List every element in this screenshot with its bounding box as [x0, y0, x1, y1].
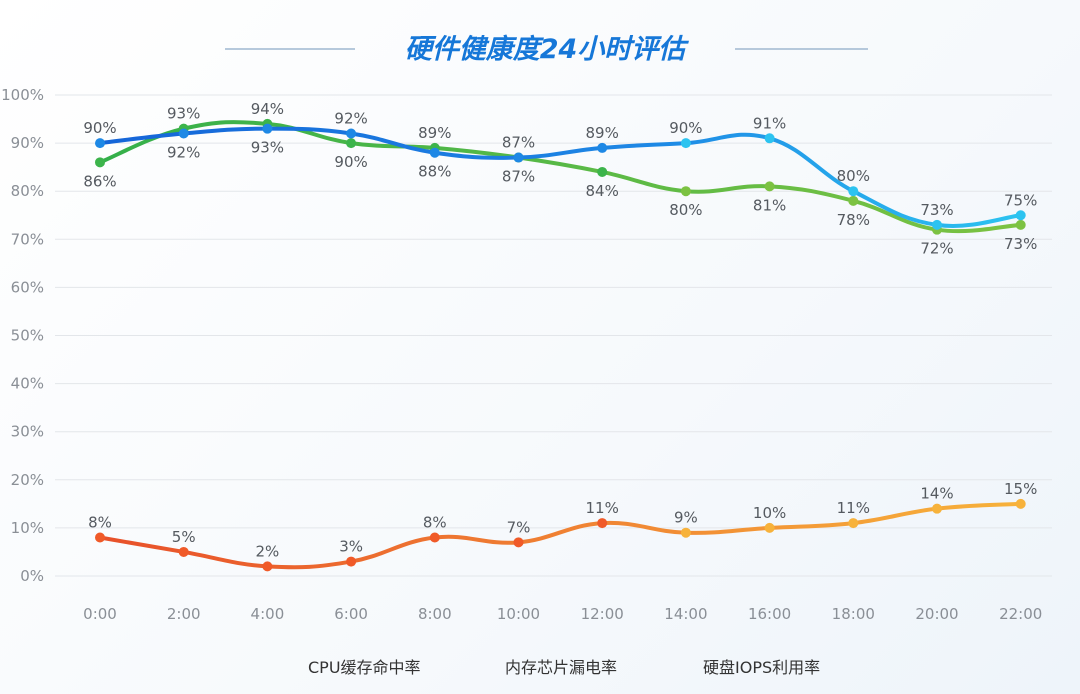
data-label: 11% — [837, 499, 870, 517]
data-label: 80% — [837, 167, 870, 185]
data-label: 8% — [88, 514, 112, 532]
x-tick-label: 4:00 — [251, 605, 285, 623]
data-point — [680, 138, 691, 149]
data-point — [1015, 210, 1026, 221]
y-tick-label: 0% — [20, 567, 44, 585]
data-label: 90% — [334, 153, 367, 171]
data-label: 81% — [753, 196, 786, 214]
data-point — [1015, 219, 1026, 230]
data-label: 93% — [251, 139, 284, 157]
data-label: 92% — [167, 143, 200, 161]
data-point — [680, 527, 691, 538]
y-tick-label: 20% — [11, 471, 44, 489]
x-tick-label: 22:00 — [999, 605, 1042, 623]
x-tick-label: 6:00 — [334, 605, 368, 623]
data-label: 93% — [167, 105, 200, 123]
legend-label[interactable]: 硬盘IOPS利用率 — [703, 658, 820, 677]
series-line — [98, 120, 1023, 234]
x-tick-label: 14:00 — [664, 605, 707, 623]
data-point — [848, 518, 859, 529]
data-point — [848, 186, 859, 197]
y-tick-label: 60% — [11, 278, 44, 296]
data-point — [346, 556, 357, 567]
data-point — [764, 133, 775, 144]
data-point — [597, 142, 608, 153]
x-tick-label: 16:00 — [748, 605, 791, 623]
data-point — [95, 532, 105, 543]
data-label: 87% — [502, 134, 535, 152]
data-label: 14% — [920, 485, 953, 503]
data-point — [513, 537, 524, 548]
data-label: 11% — [586, 499, 619, 517]
data-label: 94% — [251, 100, 284, 118]
data-point — [764, 181, 775, 192]
y-tick-label: 50% — [11, 327, 44, 345]
data-label: 87% — [502, 168, 535, 186]
data-label: 2% — [256, 542, 280, 560]
data-label: 7% — [507, 518, 531, 536]
data-label: 90% — [83, 119, 116, 137]
data-label: 9% — [674, 509, 698, 527]
data-label: 5% — [172, 528, 196, 546]
data-point — [680, 186, 691, 197]
data-point — [346, 128, 357, 139]
data-label: 92% — [334, 109, 367, 127]
data-point — [597, 518, 608, 529]
y-tick-label: 30% — [11, 423, 44, 441]
data-label: 89% — [418, 124, 451, 142]
data-label: 89% — [586, 124, 619, 142]
x-tick-label: 0:00 — [83, 605, 117, 623]
data-point — [178, 128, 189, 139]
series-line — [98, 126, 1023, 228]
data-label: 73% — [920, 201, 953, 219]
data-point — [932, 503, 942, 514]
data-label: 15% — [1004, 480, 1037, 498]
x-tick-label: 10:00 — [497, 605, 540, 623]
series-line — [98, 501, 1023, 570]
data-label: 90% — [669, 119, 702, 137]
data-label: 75% — [1004, 191, 1037, 209]
y-tick-label: 40% — [11, 375, 44, 393]
data-label: 80% — [669, 201, 702, 219]
data-point — [764, 522, 775, 533]
data-point — [95, 138, 105, 149]
chart-title: 硬件健康度24小时评估 — [405, 34, 690, 65]
data-label: 91% — [753, 114, 786, 132]
legend-label[interactable]: 内存芯片漏电率 — [505, 658, 617, 677]
data-point — [429, 147, 440, 158]
y-tick-label: 10% — [11, 519, 44, 537]
data-point — [1015, 498, 1026, 509]
data-point — [262, 561, 273, 572]
y-tick-label: 100% — [1, 86, 44, 104]
x-tick-label: 2:00 — [167, 605, 201, 623]
data-label: 84% — [586, 182, 619, 200]
data-point — [178, 546, 189, 557]
data-label: 10% — [753, 504, 786, 522]
data-point — [597, 166, 608, 177]
data-point — [513, 152, 524, 163]
x-tick-label: 12:00 — [581, 605, 624, 623]
data-label: 8% — [423, 514, 447, 532]
data-label: 78% — [837, 211, 870, 229]
data-point — [346, 138, 357, 149]
data-label: 88% — [418, 163, 451, 181]
data-point — [262, 123, 273, 134]
data-label: 73% — [1004, 235, 1037, 253]
data-point — [932, 219, 942, 230]
x-tick-label: 20:00 — [915, 605, 958, 623]
data-label: 3% — [339, 538, 363, 556]
data-label: 86% — [83, 172, 116, 190]
x-tick-label: 18:00 — [832, 605, 875, 623]
y-tick-label: 80% — [11, 182, 44, 200]
data-point — [95, 157, 105, 168]
data-label: 72% — [920, 240, 953, 258]
legend-label[interactable]: CPU缓存命中率 — [308, 658, 421, 677]
data-point — [848, 195, 859, 206]
data-point — [429, 532, 440, 543]
y-tick-label: 90% — [11, 134, 44, 152]
y-tick-label: 70% — [11, 230, 44, 248]
x-tick-label: 8:00 — [418, 605, 452, 623]
